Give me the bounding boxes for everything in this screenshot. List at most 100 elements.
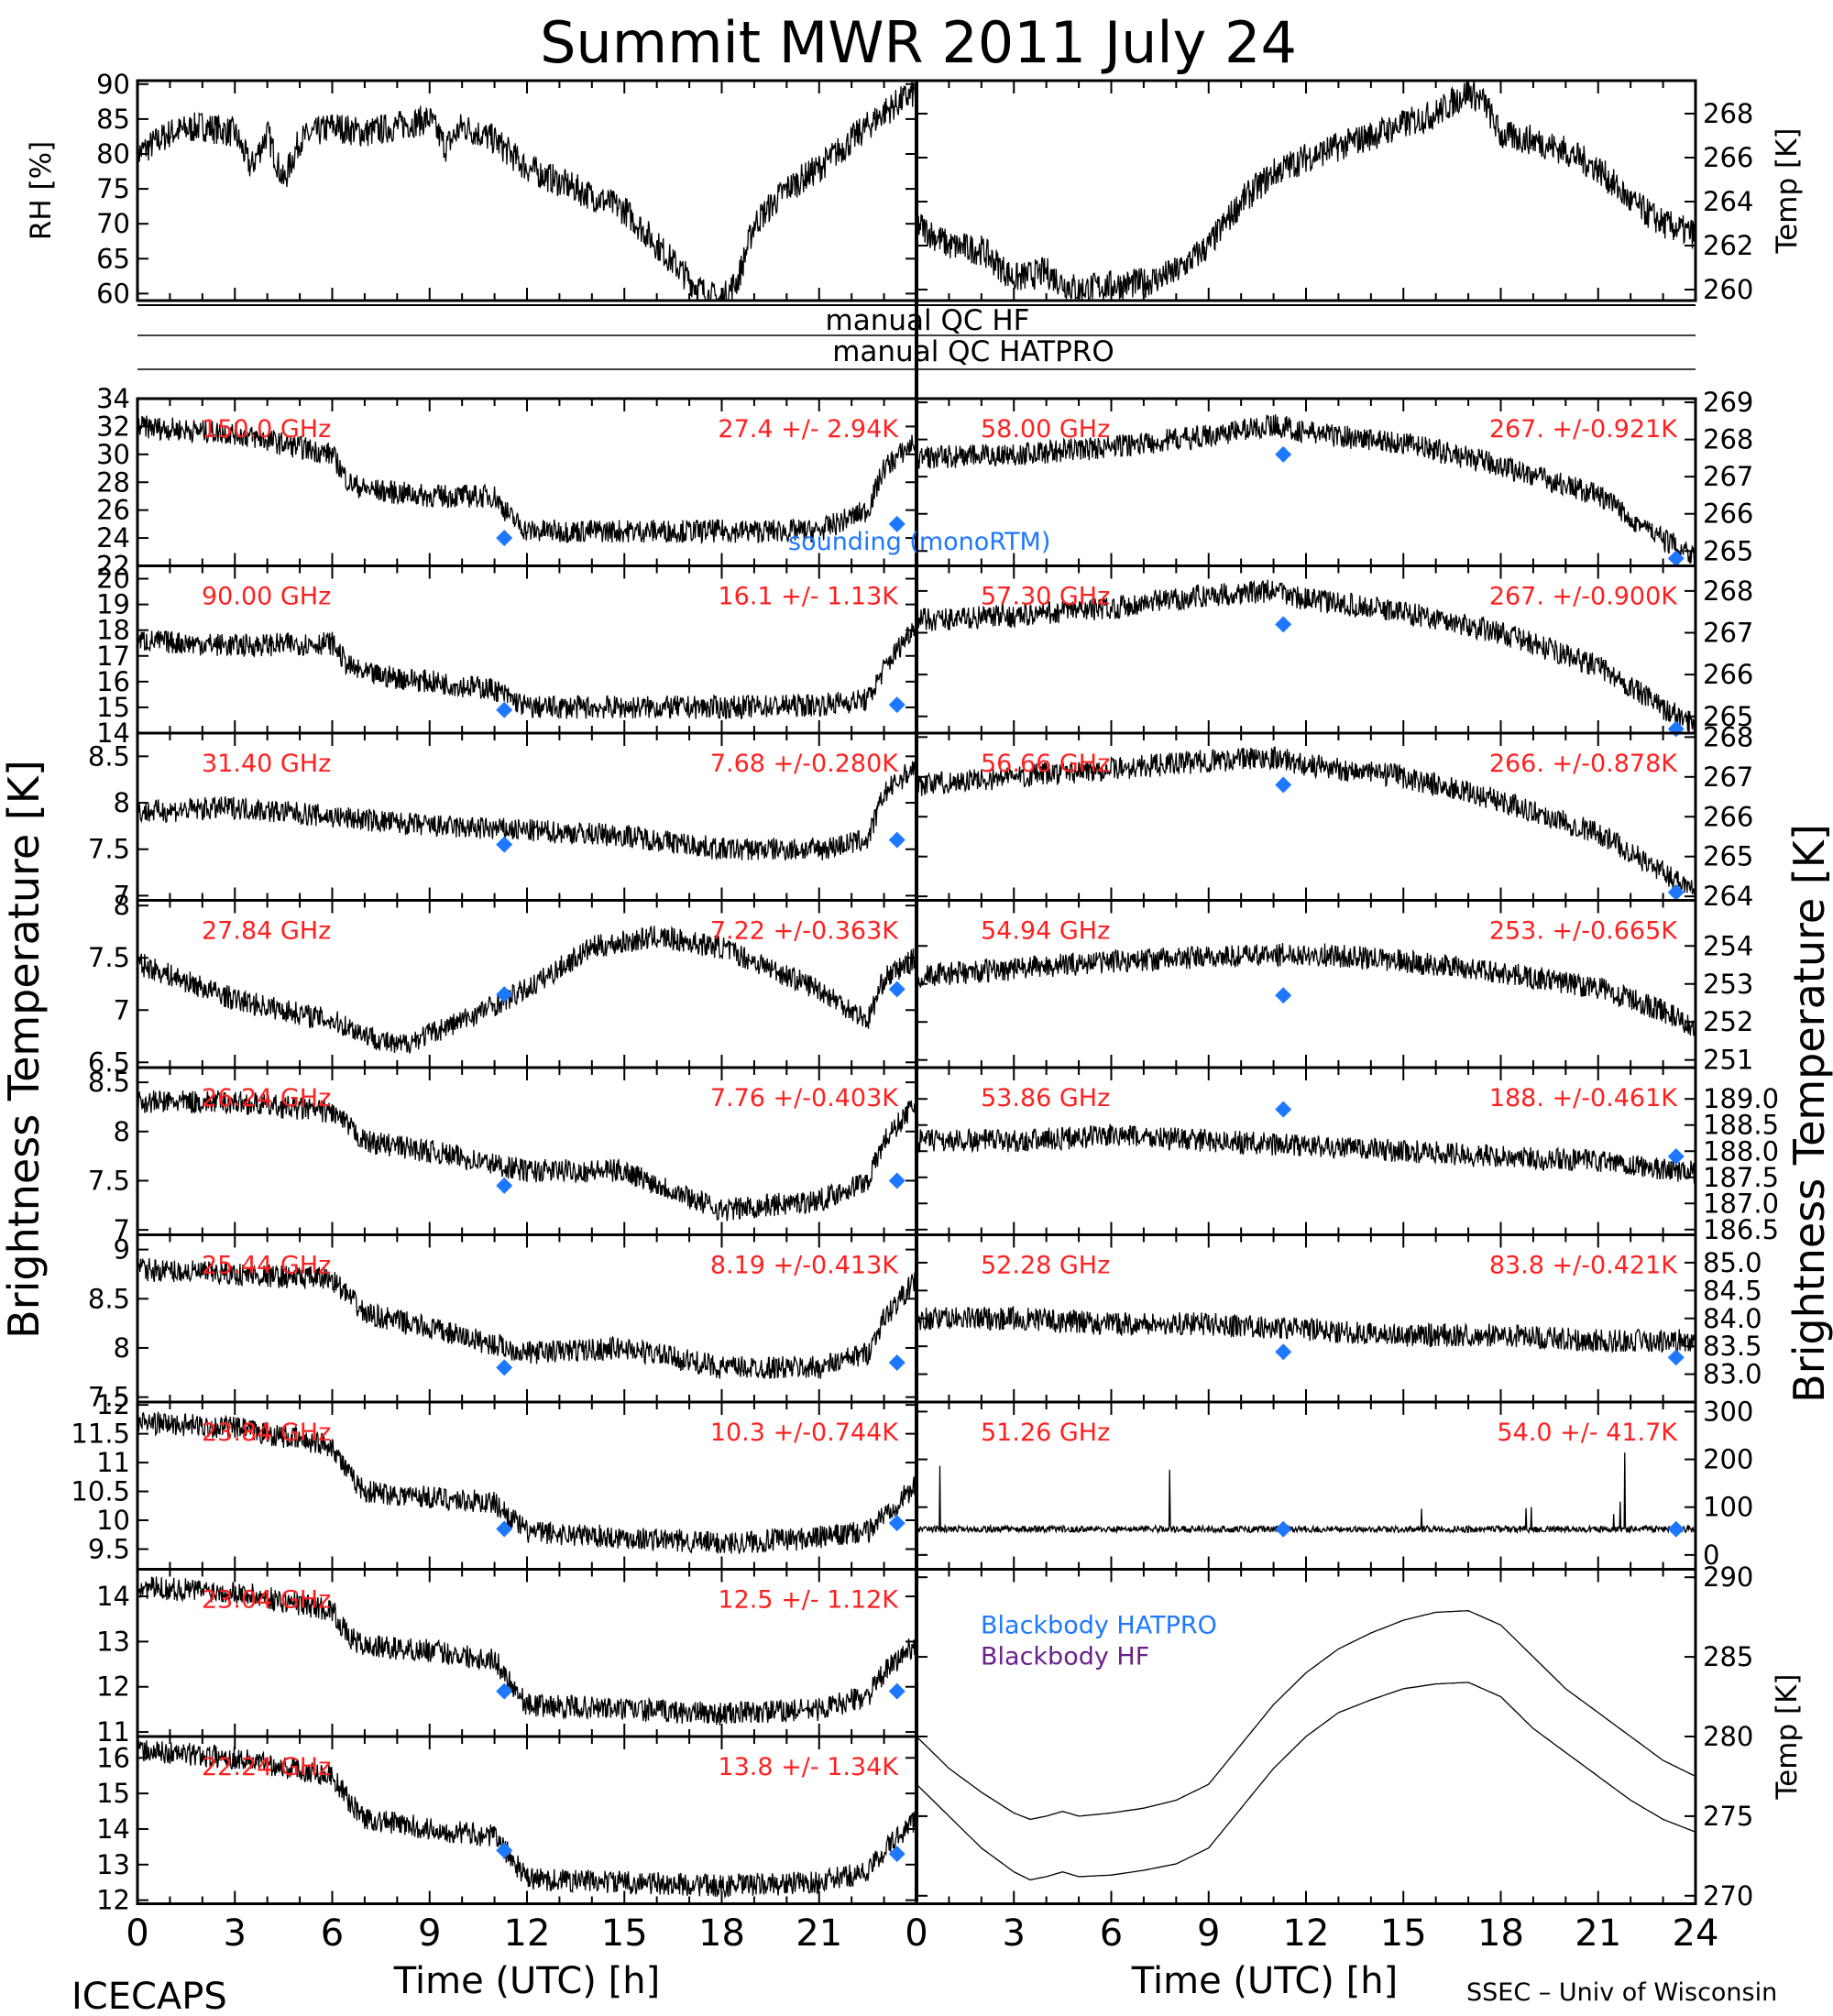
y-tick-label: 80 [96,138,130,170]
y-tick-label: 15 [96,692,130,723]
x-tick-label: 12 [1283,1912,1330,1955]
sounding-marker [496,1177,513,1194]
x-tick-label: 21 [1575,1912,1621,1955]
y-tick-label: 268 [1703,98,1753,129]
sounding-legend: sounding (monoRTM) [788,528,1050,556]
series-line [916,1682,1696,1881]
y-tick-label: 266 [1703,499,1753,530]
qc-area: manual QC HF manual QC HATPRO [137,304,1696,370]
panel-l2544: 7.5 8 8.5 9 25.44 GHz 8.19 +/-0.413K [88,1233,918,1413]
y-tick-label: 13 [96,1849,130,1880]
sounding-marker [1275,1101,1292,1118]
panel-r5494: 251 252 253 254 54.94 GHz 253. +/-0.665K [915,899,1753,1076]
y-tick-label: 65 [96,243,130,274]
stats-label: 188. +/-0.461K [1489,1084,1678,1112]
channel-label: 57.30 GHz [981,583,1110,611]
y-tick-label: 275 [1703,1801,1753,1832]
channel-label: 31.40 GHz [202,750,331,778]
trace-line [916,579,1696,734]
y-tick-label: 13 [96,1626,130,1657]
trace-line [137,761,917,861]
figure-title: Summit MWR 2011 July 24 [540,9,1297,76]
trace-line [137,1411,917,1554]
y-tick-label: 268 [1703,424,1753,455]
x-tick-label: 9 [418,1912,441,1955]
y-tick-label: 100 [1703,1492,1753,1523]
sounding-marker [1275,776,1292,794]
y-tick-label: 10 [96,1505,130,1536]
y-tick-label: 84.5 [1703,1275,1762,1306]
trace-line [137,619,917,720]
stats-label: 8.19 +/-0.413K [710,1252,899,1280]
y-tick-label: 0 [1703,1539,1719,1571]
y-tick-label: 10.5 [71,1476,130,1507]
y-tick-label: 22 [96,551,130,582]
y-tick-label: 187.5 [1703,1162,1779,1193]
channel-label: 52.28 GHz [981,1252,1110,1280]
y-tick-label: 15 [96,1778,130,1809]
y-tick-label: 268 [1703,575,1753,607]
y-tick-label: 85 [96,104,130,135]
trace-line [916,414,1696,564]
sounding-marker [888,831,906,849]
series-line [916,1610,1696,1821]
channel-label: 53.86 GHz [981,1084,1110,1112]
stats-label: 7.68 +/-0.280K [710,750,899,778]
sounding-marker [1275,1520,1292,1538]
sounding-marker [1667,550,1685,567]
stats-label: 267. +/-0.921K [1489,415,1678,444]
trace-line [137,1740,917,1900]
channel-label: 26.24 GHz [202,1084,331,1112]
y-tick-label: 6.5 [88,1046,130,1078]
y-tick-label: 7.5 [88,834,130,865]
y-tick-label: 9.5 [88,1533,130,1564]
y-tick-label: 252 [1703,1006,1753,1037]
sounding-marker [888,1846,906,1863]
channel-label: 23.84 GHz [202,1419,331,1447]
sounding-marker [1275,987,1292,1004]
y-tick-label: 186.5 [1703,1214,1779,1245]
y-tick-label: 34 [96,383,130,414]
y-tick-label: 20 [96,564,130,595]
sounding-marker [496,701,513,718]
x-tick-label: 6 [1100,1912,1123,1955]
y-tick-label: 264 [1703,881,1753,912]
y-tick-label: 84.0 [1703,1303,1762,1334]
panel-r5800: 265 266 267 268 269 58.00 GHz 267. +/-0.921K [915,387,1753,567]
y-tick-label: 8 [114,890,130,921]
trace-line [916,1305,1696,1354]
y-tick-label: 12 [96,1671,130,1703]
sounding-marker [888,696,906,714]
trace-line [916,1123,1696,1184]
y-tick-label: 260 [1703,274,1753,305]
y-tick-label: 11 [96,1447,130,1478]
stats-label: 267. +/-0.900K [1489,583,1678,611]
stats-label: 54.0 +/- 41.7K [1497,1419,1678,1447]
channel-label: 51.26 GHz [981,1419,1110,1447]
y-tick-label: 26 [96,495,130,526]
y-tick-label: 14 [96,1581,130,1612]
y-tick-label: 300 [1703,1396,1753,1427]
stats-label: 12.5 +/- 1.12K [718,1586,899,1615]
y-tick-label: 7.5 [88,1382,130,1413]
sounding-marker [496,986,513,1003]
sounding-marker [888,1515,906,1532]
y-tick-label: 14 [96,718,130,749]
y-tick-label: 187.0 [1703,1188,1779,1219]
panel-r5666: 264 265 266 267 268 56.66 GHz 266. +/-0.878K [915,721,1753,912]
y-tick-label: 28 [96,466,130,498]
y-tick-label: 251 [1703,1045,1753,1076]
y-tick-label: 280 [1703,1721,1753,1752]
channel-label: 58.00 GHz [981,415,1110,444]
xlabel-left: Time (UTC) [h] [393,1960,660,2002]
y-tick-label: 266 [1703,659,1753,690]
y-tick-label: 267 [1703,761,1753,793]
y-tick-label: 12 [96,1389,130,1420]
y-tick-label: 8.5 [88,740,130,772]
y-tick-label: 90 [96,69,130,100]
y-tick-label: 268 [1703,721,1753,752]
sounding-marker [1667,1520,1685,1538]
